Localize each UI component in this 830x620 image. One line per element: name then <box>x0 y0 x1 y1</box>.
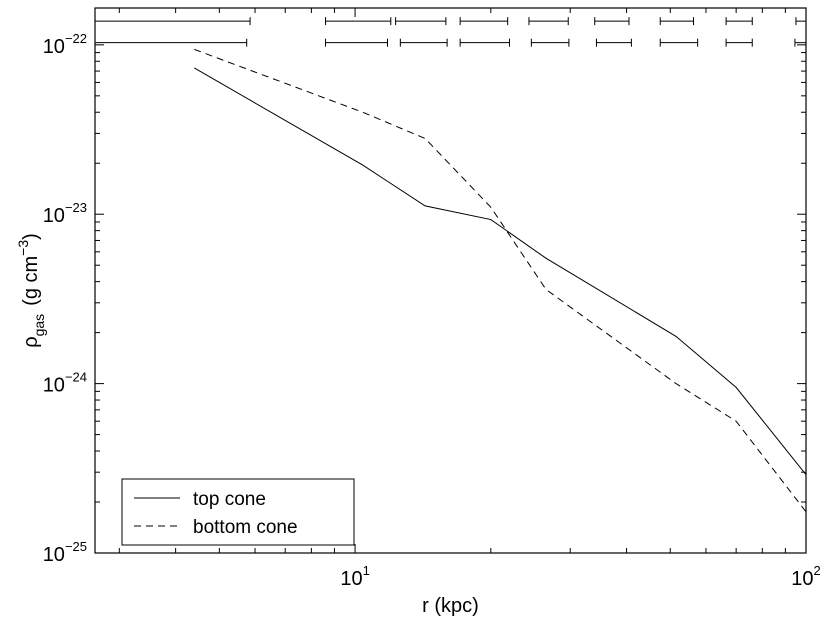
x-tick-label-base: 10 <box>340 568 362 590</box>
series-line-top-cone <box>194 67 807 475</box>
legend-box <box>121 478 355 546</box>
y-tick-label-exponent: −24 <box>65 370 87 385</box>
y-tick-label: 10−23 <box>43 200 87 227</box>
y-axis-label: ρgas (g cm−3) <box>15 233 47 348</box>
y-axis-label-subscript: gas <box>31 314 47 337</box>
x-tick-label-exponent: 1 <box>363 563 370 578</box>
y-tick-label-exponent: −23 <box>65 200 87 215</box>
plot-area-frame <box>94 7 807 554</box>
y-axis-label-rho: ρ <box>20 336 42 347</box>
series-line-bottom-cone <box>194 48 807 513</box>
x-tick-label: 102 <box>791 563 820 590</box>
y-tick-label-base: 10 <box>43 375 65 397</box>
y-tick-label: 10−25 <box>43 539 87 566</box>
legend-label-bottom-cone: bottom cone <box>193 517 298 538</box>
axis-ticks <box>95 8 807 554</box>
series-lines <box>194 48 807 513</box>
legend-label-top-cone: top cone <box>193 489 266 510</box>
y-tick-label-exponent: −25 <box>65 539 87 554</box>
x-tick-label-base: 10 <box>791 568 813 590</box>
bin-bars <box>95 17 806 47</box>
x-axis-label: r (kpc) <box>422 595 479 617</box>
y-tick-label: 10−22 <box>43 31 87 58</box>
y-tick-label-base: 10 <box>43 205 65 227</box>
y-axis-label-units-close: ) <box>20 233 42 240</box>
x-tick-label: 101 <box>340 563 369 590</box>
legend: top cone bottom cone <box>121 478 355 546</box>
y-axis-label-units-exponent: −3 <box>15 240 31 256</box>
y-axis-label-units: (g cm <box>20 256 42 306</box>
y-tick-label-exponent: −22 <box>65 31 87 46</box>
x-tick-label-exponent: 2 <box>814 563 821 578</box>
y-tick-label-base: 10 <box>43 36 65 58</box>
y-tick-label: 10−24 <box>43 370 87 397</box>
y-tick-label-base: 10 <box>43 544 65 566</box>
